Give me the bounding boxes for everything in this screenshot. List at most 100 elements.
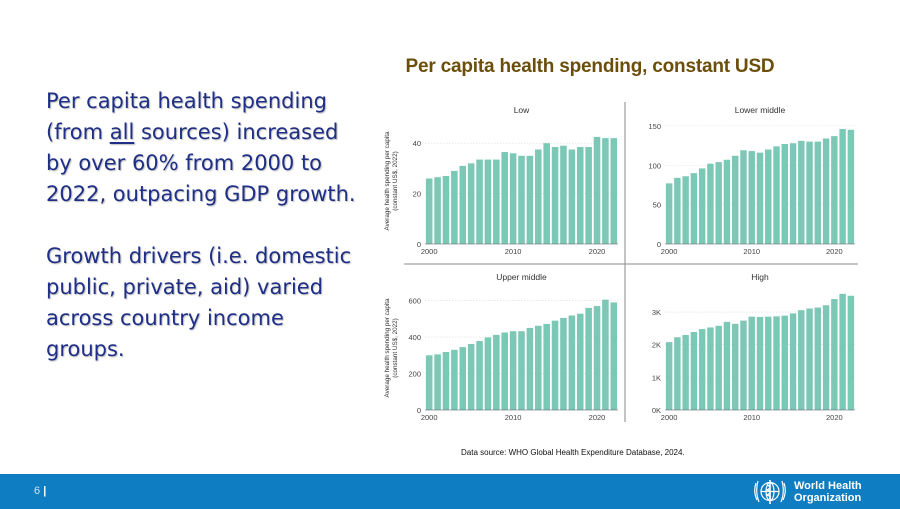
panel-upper-middle: Upper middle 0 200 400 600 2000 2010 2020 Averag… xyxy=(384,272,618,422)
summary-text: Per capita health spending (from all sou… xyxy=(46,86,356,396)
bar xyxy=(610,302,618,410)
bar xyxy=(781,143,788,244)
bar xyxy=(593,306,601,410)
bar xyxy=(831,136,838,244)
bar xyxy=(493,159,500,244)
bar xyxy=(593,136,601,244)
bar xyxy=(806,308,813,410)
bar xyxy=(493,334,500,410)
bar xyxy=(434,354,441,410)
bar xyxy=(707,163,714,244)
bar xyxy=(501,332,508,410)
y-tick-label: 0 xyxy=(417,406,421,415)
bar xyxy=(535,325,542,410)
bar xyxy=(434,177,441,244)
bar xyxy=(756,317,764,410)
bar xyxy=(806,141,813,245)
x-tick-label: 2020 xyxy=(589,413,606,422)
bar xyxy=(467,343,475,410)
bar xyxy=(560,317,567,410)
bar xyxy=(451,170,458,244)
bar xyxy=(501,152,508,244)
y-tick-label: 100 xyxy=(648,161,661,170)
bar xyxy=(732,323,739,410)
bar xyxy=(814,141,822,245)
bar xyxy=(773,316,780,410)
footer-bar: 6 | World Health Organization xyxy=(0,474,900,509)
bar xyxy=(822,138,830,244)
bar xyxy=(665,183,673,244)
bar xyxy=(847,129,855,244)
bar xyxy=(602,299,609,410)
who-wordmark: World Health Organization xyxy=(794,480,862,504)
bar xyxy=(789,143,797,244)
bar xyxy=(484,159,492,244)
bar xyxy=(789,313,797,410)
bar xyxy=(665,342,673,410)
bar xyxy=(715,325,722,410)
bar xyxy=(568,149,576,244)
bar xyxy=(773,146,780,244)
bar xyxy=(543,323,550,410)
x-tick-label: 2000 xyxy=(661,413,678,422)
panel-high: High 0K 1K 2K 3K 2000 2010 2020 xyxy=(652,272,855,422)
bar xyxy=(781,315,788,410)
bar xyxy=(442,175,450,244)
bar xyxy=(798,140,805,244)
y-tick-label: 150 xyxy=(648,122,661,131)
x-tick-label: 2010 xyxy=(743,413,760,422)
bar xyxy=(682,176,689,244)
bar xyxy=(442,352,450,410)
bar xyxy=(715,162,722,244)
bar xyxy=(518,155,525,244)
bar xyxy=(690,332,698,410)
bar xyxy=(560,145,567,244)
panel-title: High xyxy=(751,272,769,282)
y-tick-label: 0 xyxy=(657,240,661,249)
y-tick-label: 0 xyxy=(417,240,421,249)
bar xyxy=(467,163,475,244)
x-tick-label: 2010 xyxy=(743,247,760,256)
y-tick-label: 200 xyxy=(408,370,421,379)
bar xyxy=(698,329,706,410)
bar xyxy=(756,152,764,244)
y-tick-label: 40 xyxy=(413,139,421,148)
bar xyxy=(814,307,822,410)
bar xyxy=(526,327,534,410)
bar xyxy=(585,307,592,410)
bar xyxy=(690,173,698,245)
y-tick-label: 1K xyxy=(652,373,661,382)
bar xyxy=(425,178,433,244)
bar xyxy=(551,146,559,244)
bar xyxy=(509,331,517,410)
x-tick-label: 2020 xyxy=(589,247,606,256)
underlined-all: all xyxy=(109,120,135,144)
y-tick-label: 600 xyxy=(408,297,421,306)
bar xyxy=(698,168,706,244)
bar xyxy=(518,331,525,410)
bar xyxy=(707,327,714,410)
y-tick-label: 50 xyxy=(653,201,661,210)
bar xyxy=(543,143,550,244)
bar xyxy=(610,138,618,244)
x-tick-label: 2020 xyxy=(826,413,843,422)
bar xyxy=(732,155,739,244)
x-tick-label: 2000 xyxy=(661,247,678,256)
bar xyxy=(748,151,755,244)
bar xyxy=(682,334,689,410)
bar xyxy=(459,347,467,410)
data-source-note: Data source: WHO Global Health Expenditu… xyxy=(461,448,685,457)
y-axis-label-units: (constant US$, 2022) xyxy=(392,151,399,211)
y-axis-label: Average health spending per capita xyxy=(384,298,391,397)
y-tick-label: 2K xyxy=(652,341,661,350)
bar xyxy=(740,150,747,244)
bar xyxy=(585,146,592,244)
summary-paragraph-2: Growth drivers (i.e. domestic public, pr… xyxy=(46,244,352,361)
bar xyxy=(798,310,805,410)
bar xyxy=(765,316,772,410)
y-axis-label: Average health spending per capita xyxy=(384,131,391,230)
bar xyxy=(740,320,747,410)
panel-title: Low xyxy=(514,105,530,115)
bar xyxy=(425,355,433,410)
chart-title: Per capita health spending, constant USD xyxy=(405,56,775,77)
